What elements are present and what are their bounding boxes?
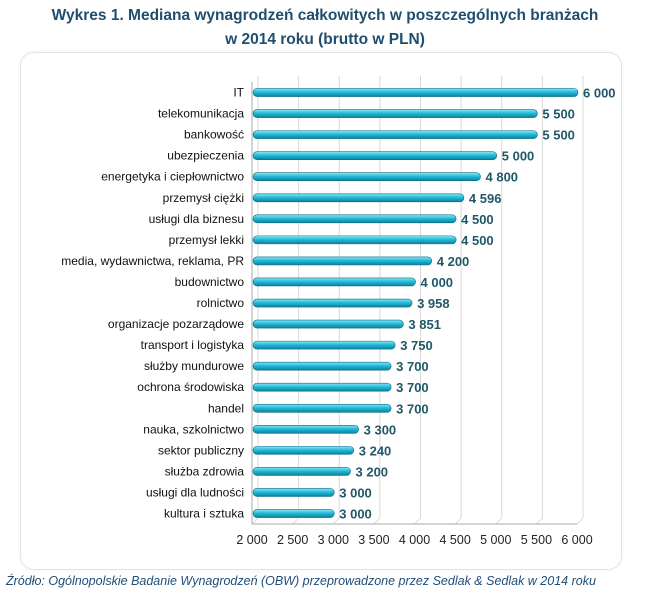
category-label: służba zdrowia xyxy=(165,464,245,478)
data-label: 4 596 xyxy=(469,191,502,206)
gridline-floor xyxy=(576,517,584,525)
data-label: 3 200 xyxy=(356,464,389,479)
category-label: energetyka i ciepłownictwo xyxy=(101,170,244,184)
category-label: handel xyxy=(208,401,244,415)
x-tick-label: 4 000 xyxy=(399,533,430,547)
gridline-floor xyxy=(292,517,299,525)
bar xyxy=(252,277,416,287)
x-tick-label: 6 000 xyxy=(561,533,592,547)
data-label: 3 700 xyxy=(396,380,429,395)
bar xyxy=(252,214,457,224)
category-label: usługi dla biznesu xyxy=(149,212,244,226)
data-label: 3 000 xyxy=(339,485,372,500)
bar xyxy=(252,382,392,392)
bar xyxy=(252,88,579,97)
category-label: transport i logistyka xyxy=(141,338,245,352)
data-label: 5 500 xyxy=(542,107,575,122)
bar xyxy=(252,467,351,476)
gridline-floor xyxy=(332,517,340,525)
subtitle-line: w 2014 roku (brutto w PLN) xyxy=(225,31,425,48)
chart-title: Wykres 1. Mediana wynagrodzeń całkowityc… xyxy=(0,4,650,52)
x-tick-label: 3 500 xyxy=(358,533,389,547)
category-label: kultura i sztuka xyxy=(164,507,244,521)
category-label: służby mundurowe xyxy=(144,359,244,373)
category-label: media, wydawnictwa, reklama, PR xyxy=(61,254,244,268)
category-label: rolnictwo xyxy=(197,296,245,310)
gridline-floor xyxy=(536,517,543,525)
gridline-floor xyxy=(251,517,259,525)
x-tick-label: 2 000 xyxy=(236,533,267,547)
data-label: 3 700 xyxy=(396,359,429,374)
bar xyxy=(252,425,359,434)
bar xyxy=(252,446,355,455)
category-label: IT xyxy=(233,86,244,100)
chart-frame xyxy=(20,52,622,570)
gridline-floor xyxy=(495,517,503,525)
category-label: organizacje pozarządowe xyxy=(108,317,244,331)
bar xyxy=(252,193,465,203)
data-label: 3 750 xyxy=(400,338,433,353)
bar xyxy=(252,151,498,160)
bar xyxy=(252,403,392,413)
category-label: nauka, szkolnictwo xyxy=(143,422,244,436)
x-tick-label: 5 000 xyxy=(480,533,511,547)
data-label: 3 300 xyxy=(364,422,397,437)
data-label: 3 851 xyxy=(408,317,441,332)
source-note: Źródło: Ogólnopolskie Badanie Wynagrodze… xyxy=(6,574,596,588)
bar xyxy=(252,340,396,350)
bar xyxy=(252,130,538,139)
category-label: usługi dla ludności xyxy=(146,485,244,499)
bar xyxy=(252,488,335,497)
category-label: bankowość xyxy=(184,128,244,142)
data-label: 5 500 xyxy=(542,128,575,143)
x-tick-label: 5 500 xyxy=(521,533,552,547)
x-tick-label: 4 500 xyxy=(439,533,470,547)
data-label: 4 500 xyxy=(461,233,494,248)
data-label: 4 000 xyxy=(421,275,454,290)
data-label: 3 700 xyxy=(396,401,429,416)
data-label: 6 000 xyxy=(583,86,616,101)
bar xyxy=(252,109,538,118)
data-label: 4 200 xyxy=(437,254,470,269)
category-label: przemysł ciężki xyxy=(163,191,244,205)
bar xyxy=(252,256,433,266)
data-label: 4 500 xyxy=(461,212,494,227)
x-tick-label: 2 500 xyxy=(277,533,308,547)
category-label: ubezpieczenia xyxy=(167,149,244,163)
title-line: Wykres 1. Mediana wynagrodzeń całkowityc… xyxy=(51,7,599,24)
data-label: 4 800 xyxy=(486,170,519,185)
data-label: 3 000 xyxy=(339,507,372,522)
category-label: sektor publiczny xyxy=(158,443,244,457)
category-label: telekomunikacja xyxy=(158,107,244,121)
category-label: przemysł lekki xyxy=(169,233,244,247)
x-tick-label: 3 000 xyxy=(318,533,349,547)
gridline-floor xyxy=(454,517,462,525)
bar xyxy=(252,172,481,182)
bar xyxy=(252,235,457,245)
data-label: 3 958 xyxy=(417,296,450,311)
data-label: 3 240 xyxy=(359,443,392,458)
data-label: 5 000 xyxy=(502,149,535,164)
gridline-floor xyxy=(414,517,421,525)
bar xyxy=(252,509,335,518)
category-label: ochrona środowiska xyxy=(137,380,244,394)
gridline-floor xyxy=(373,517,381,525)
bar xyxy=(252,298,413,308)
category-label: budownictwo xyxy=(175,275,245,289)
bar xyxy=(252,361,392,371)
bar xyxy=(252,319,404,329)
